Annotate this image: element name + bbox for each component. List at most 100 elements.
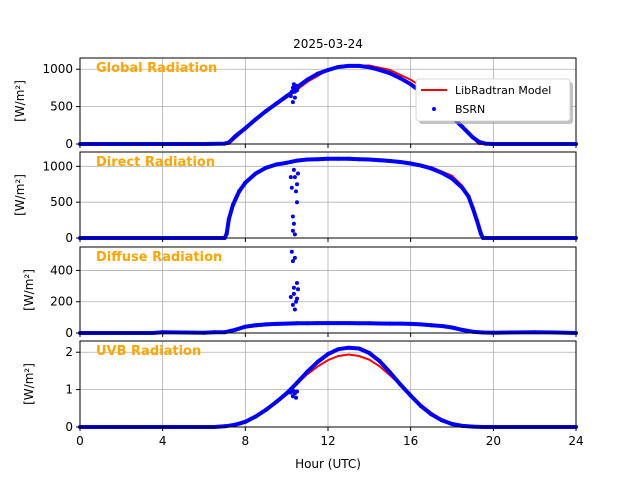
y-tick-label: 2 (65, 345, 73, 359)
data-point (243, 324, 248, 329)
data-point (284, 321, 289, 326)
data-point (290, 100, 295, 105)
data-point (326, 156, 330, 161)
data-point (291, 291, 296, 296)
data-point (398, 76, 403, 81)
data-point (429, 323, 434, 328)
data-point (346, 321, 351, 326)
data-point (357, 63, 361, 68)
data-point (408, 321, 413, 326)
data-point (398, 382, 403, 387)
data-point (460, 124, 465, 129)
data-point (264, 165, 268, 170)
x-tick-label: 12 (320, 434, 335, 448)
data-point (315, 321, 320, 326)
data-point (292, 307, 297, 312)
y-axis-label: [W/m²] (22, 269, 36, 311)
direct-radiation-panel: 0 500 1000 Direct Radiation [W/m²] (13, 151, 578, 245)
legend-label-bsrn: BSRN (455, 103, 485, 116)
data-point (226, 217, 231, 222)
data-point (439, 170, 444, 175)
data-point (289, 249, 294, 254)
legend-swatch-bsrn (432, 107, 436, 111)
y-tick-label: 200 (50, 295, 73, 309)
data-point (212, 330, 217, 335)
data-point (408, 82, 413, 87)
data-point (305, 369, 310, 374)
data-point (408, 161, 413, 166)
data-point (291, 167, 296, 172)
data-point (346, 156, 351, 161)
data-point (290, 302, 295, 307)
data-point (295, 296, 299, 301)
data-point (224, 231, 229, 236)
data-point (377, 321, 382, 326)
x-axis-label: Hour (UTC) (295, 457, 361, 471)
data-point (291, 285, 296, 290)
data-point (292, 255, 297, 260)
x-tick-label: 0 (76, 434, 84, 448)
data-point (274, 162, 279, 167)
data-point (288, 94, 293, 99)
data-point (296, 85, 300, 90)
y-axis-label: [W/m²] (13, 80, 27, 122)
data-point (532, 330, 537, 335)
data-point (326, 68, 330, 72)
data-point (377, 359, 382, 364)
data-point (460, 327, 465, 332)
data-point (388, 159, 392, 163)
y-tick-label: 500 (50, 100, 73, 114)
data-point (294, 299, 298, 304)
data-point (222, 330, 227, 335)
data-point (336, 347, 341, 352)
data-point (429, 166, 434, 171)
data-point (388, 370, 392, 375)
data-point (336, 321, 341, 326)
data-point (284, 94, 289, 99)
data-point (419, 322, 423, 327)
y-tick-label: 1 (65, 383, 73, 397)
data-point (357, 321, 361, 326)
x-tick-label: 20 (486, 434, 501, 448)
data-point (290, 394, 295, 399)
data-point (294, 395, 298, 400)
data-point (377, 158, 382, 163)
data-point (294, 189, 298, 194)
data-point (233, 422, 237, 427)
x-tick-label: 24 (568, 434, 583, 448)
data-point (346, 345, 351, 350)
data-point (233, 134, 237, 139)
data-point (295, 281, 299, 285)
legend: LibRadtran Model BSRN (415, 78, 573, 124)
data-point (296, 287, 300, 292)
data-point (305, 157, 310, 162)
y-tick-label: 0 (65, 326, 73, 340)
data-point (222, 424, 227, 429)
y-tick-label: 1000 (42, 159, 73, 173)
data-point (466, 194, 471, 199)
data-point (243, 419, 248, 424)
data-point (295, 389, 299, 394)
data-point (243, 126, 248, 131)
y-tick-label: 0 (65, 231, 73, 245)
data-point (274, 399, 279, 404)
data-point (367, 65, 372, 70)
y-tick-label: 0 (65, 137, 73, 151)
data-point (460, 185, 465, 190)
data-point (336, 156, 341, 161)
data-point (253, 414, 258, 419)
data-point (292, 232, 297, 237)
data-point (264, 322, 268, 327)
data-point (398, 321, 403, 326)
data-point (292, 175, 297, 180)
data-point (377, 68, 382, 72)
y-tick-label: 400 (50, 263, 73, 277)
y-axis-label: [W/m²] (22, 363, 36, 405)
data-point (264, 109, 268, 114)
data-point (439, 418, 444, 423)
data-point (253, 117, 258, 122)
data-point (295, 200, 299, 205)
data-point (253, 171, 258, 176)
data-point (450, 325, 454, 330)
data-point (243, 180, 248, 185)
